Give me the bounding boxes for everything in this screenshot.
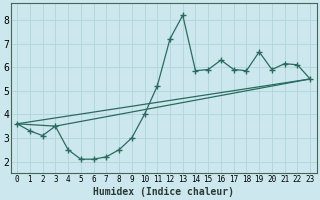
X-axis label: Humidex (Indice chaleur): Humidex (Indice chaleur): [93, 186, 234, 197]
